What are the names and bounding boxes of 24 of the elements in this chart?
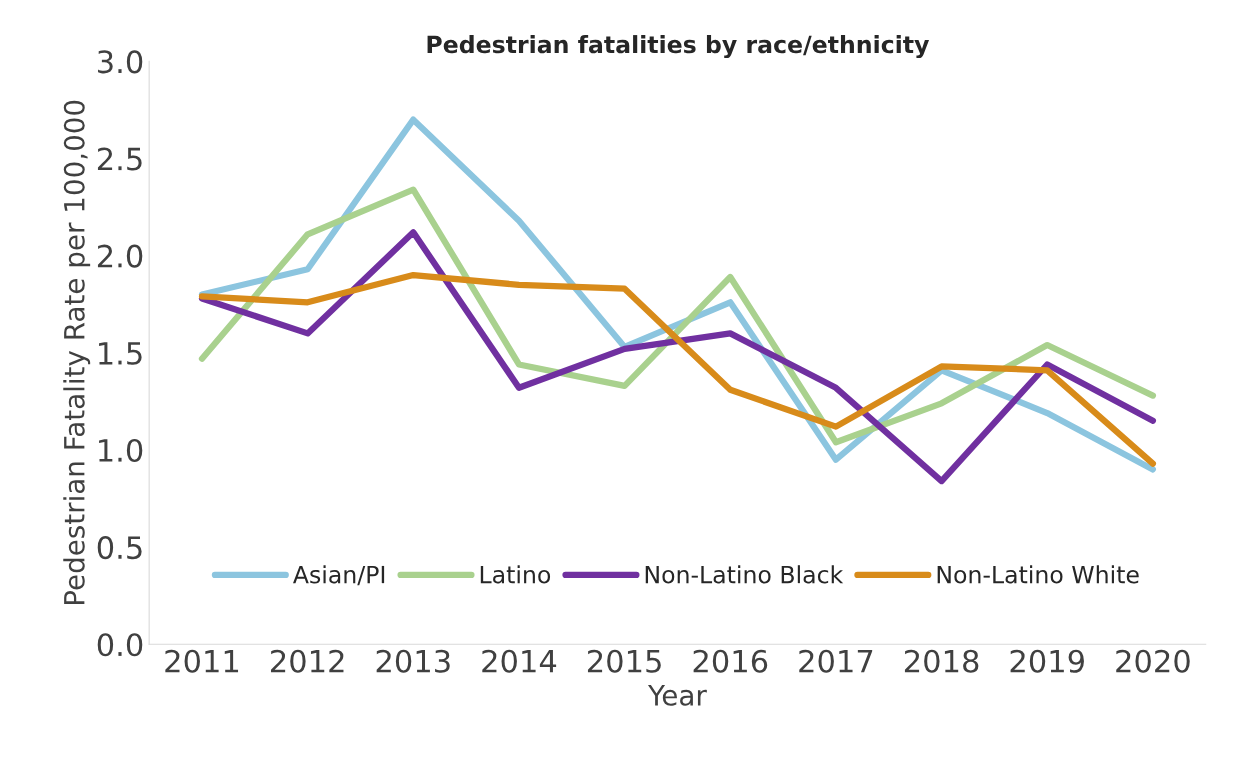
x-tick-label: 2011 <box>165 649 239 673</box>
y-axis-title: Pedestrian Fatality Rate per 100,000 <box>63 100 91 605</box>
y-tick-label: 0.5 <box>97 536 142 560</box>
x-tick-label: 2020 <box>1116 649 1190 673</box>
y-tick-label: 0.0 <box>97 633 143 657</box>
x-tick-label: 2019 <box>1010 649 1084 673</box>
x-tick-label: 2013 <box>376 649 450 673</box>
x-tick-label: 2014 <box>482 649 557 673</box>
y-tick-label: 3.0 <box>98 50 143 74</box>
x-tick-label: 2012 <box>271 649 344 673</box>
y-tick-label: 2.5 <box>97 147 142 171</box>
y-tick-label: 1.0 <box>99 438 143 463</box>
x-tick-label: 2016 <box>693 649 768 673</box>
y-tick-label: 2.0 <box>97 244 143 268</box>
legend-label: Latino <box>480 565 551 584</box>
x-tick-label: 2017 <box>799 649 873 673</box>
x-axis-title: Year <box>647 685 707 706</box>
x-tick-label: 2015 <box>587 649 661 673</box>
legend-label: Non-Latino White <box>937 565 1139 584</box>
legend-label: Asian/PI <box>293 565 385 586</box>
legend-label: Non-Latino Black <box>645 565 844 584</box>
x-tick-label: 2018 <box>904 649 979 673</box>
chart-title: Pedestrian fatalities by race/ethnicity <box>427 35 930 59</box>
y-tick-label: 1.5 <box>99 342 142 365</box>
